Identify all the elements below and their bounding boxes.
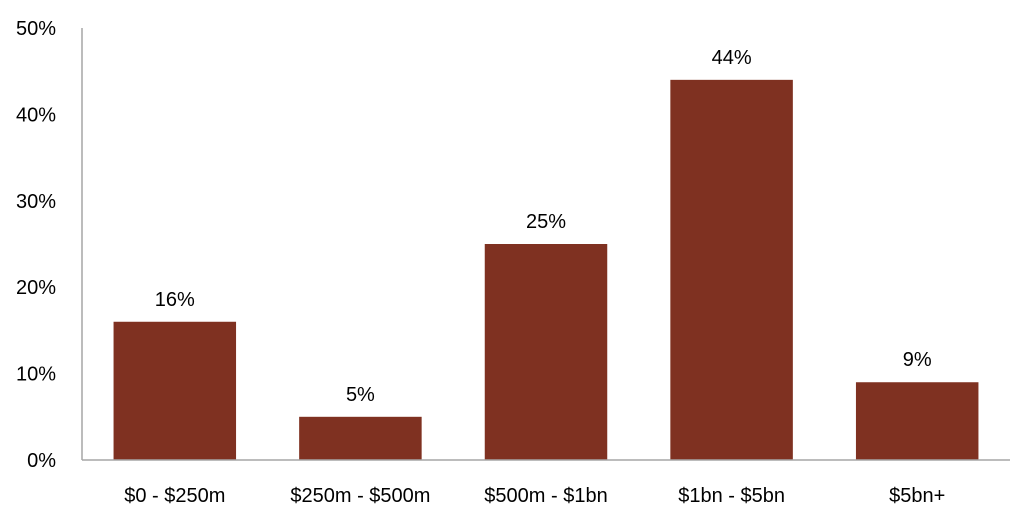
bar bbox=[113, 321, 237, 460]
bar-data-label: 9% bbox=[903, 349, 932, 371]
y-tick-label: 30% bbox=[16, 191, 56, 213]
y-axis-tick-labels: 0% 10% 20% 30% 40% 50% bbox=[16, 18, 56, 472]
y-tick-label: 10% bbox=[16, 364, 56, 386]
y-tick-label: 0% bbox=[27, 450, 56, 472]
bar-data-label: 25% bbox=[526, 211, 566, 233]
y-tick-label: 50% bbox=[16, 18, 56, 40]
data-labels-group: 16% 5% 25% 44% 9% bbox=[155, 47, 932, 406]
bar-data-label: 16% bbox=[155, 289, 195, 311]
y-tick-label: 20% bbox=[16, 277, 56, 299]
x-category-label: $500m - $1bn bbox=[484, 485, 607, 507]
x-category-label: $1bn - $5bn bbox=[678, 485, 785, 507]
bar bbox=[670, 79, 793, 460]
bar bbox=[855, 382, 979, 460]
bar bbox=[484, 244, 608, 460]
x-category-label: $5bn+ bbox=[889, 485, 945, 507]
bars-group bbox=[113, 79, 979, 460]
bar bbox=[299, 416, 422, 460]
bar-data-label: 5% bbox=[346, 384, 375, 406]
x-axis-category-labels: $0 - $250m $250m - $500m $500m - $1bn $1bn … bbox=[124, 485, 945, 507]
x-category-label: $0 - $250m bbox=[124, 485, 225, 507]
x-category-label: $250m - $500m bbox=[290, 485, 430, 507]
bar-data-label: 44% bbox=[712, 47, 752, 69]
y-tick-label: 40% bbox=[16, 104, 56, 126]
